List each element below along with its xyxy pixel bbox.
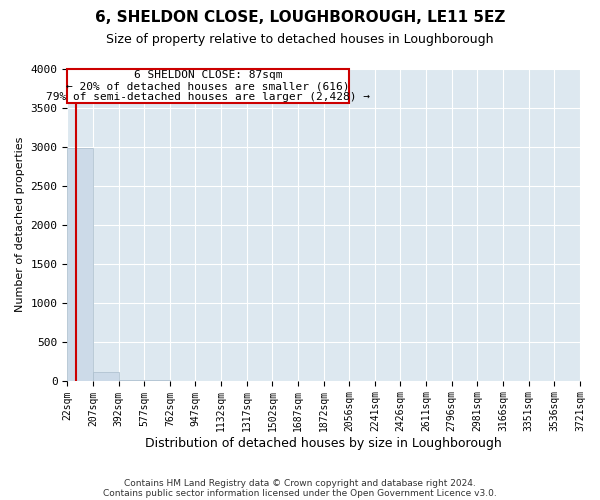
Text: Contains public sector information licensed under the Open Government Licence v3: Contains public sector information licen… <box>103 488 497 498</box>
X-axis label: Distribution of detached houses by size in Loughborough: Distribution of detached houses by size … <box>145 437 502 450</box>
Text: 6 SHELDON CLOSE: 87sqm: 6 SHELDON CLOSE: 87sqm <box>134 70 283 80</box>
Bar <box>93 372 119 380</box>
Text: 79% of semi-detached houses are larger (2,428) →: 79% of semi-detached houses are larger (… <box>46 92 370 102</box>
Text: ← 20% of detached houses are smaller (616): ← 20% of detached houses are smaller (61… <box>67 81 350 91</box>
Text: Contains HM Land Registry data © Crown copyright and database right 2024.: Contains HM Land Registry data © Crown c… <box>124 478 476 488</box>
FancyBboxPatch shape <box>67 69 349 103</box>
Y-axis label: Number of detached properties: Number of detached properties <box>15 137 25 312</box>
Text: 6, SHELDON CLOSE, LOUGHBOROUGH, LE11 5EZ: 6, SHELDON CLOSE, LOUGHBOROUGH, LE11 5EZ <box>95 10 505 25</box>
Bar <box>67 148 93 380</box>
Text: Size of property relative to detached houses in Loughborough: Size of property relative to detached ho… <box>106 32 494 46</box>
